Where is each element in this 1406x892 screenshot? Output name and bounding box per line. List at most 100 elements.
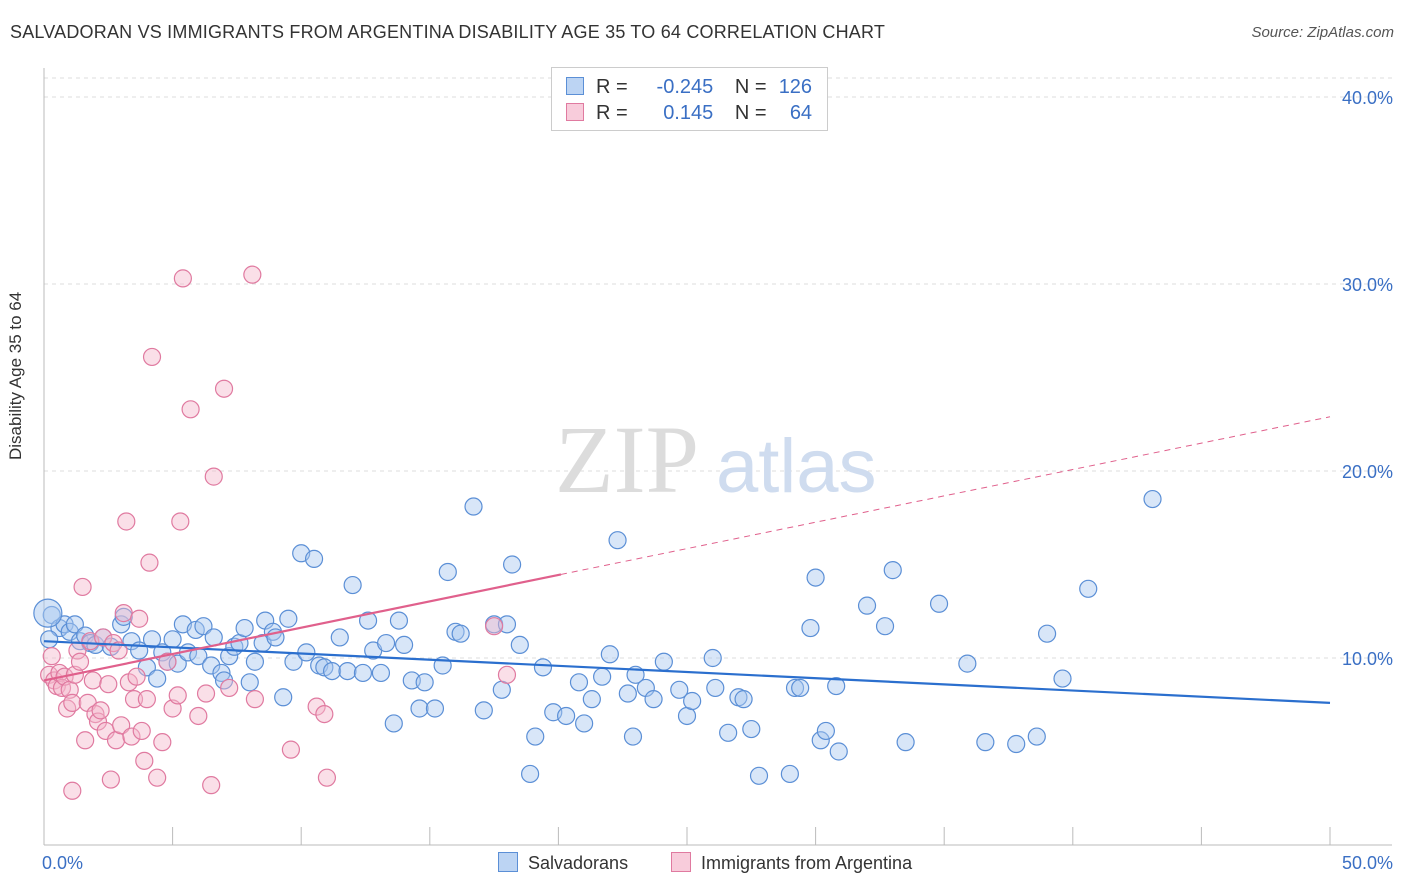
pts-blue-point-60 <box>394 635 414 655</box>
pts-pink-point-34 <box>127 667 146 686</box>
pts-pink-point-37 <box>135 751 154 770</box>
pts-pink-point-51 <box>202 776 221 795</box>
pts-blue-point-97 <box>706 678 725 698</box>
axes <box>43 68 1392 846</box>
pts-pink-point-27 <box>109 641 128 660</box>
pts-pink-point-58 <box>307 697 326 716</box>
pts-blue-point-123 <box>1079 579 1098 598</box>
pts-blue-point-86 <box>608 531 627 550</box>
tick-labels: 10.0% 20.0% 30.0% 40.0% 0.0% 50.0% <box>42 88 1393 873</box>
pts-blue-point-103 <box>780 764 799 784</box>
trend-lines <box>43 416 1331 704</box>
pts-blue-point-35 <box>240 673 259 692</box>
pts-blue-point-4 <box>65 615 84 634</box>
pts-blue-point-96 <box>703 648 722 668</box>
pts-blue-point-57 <box>376 633 396 653</box>
pts-blue-point-41 <box>274 688 293 707</box>
legend-r-label: R = <box>596 76 628 98</box>
pts-blue-point-56 <box>371 663 391 683</box>
pts-blue-point-66 <box>438 562 457 582</box>
pts-pink-point-47 <box>173 269 192 288</box>
pts-blue-point-82 <box>575 714 594 733</box>
bottom-swatch-pink <box>671 852 691 872</box>
pts-blue-point-63 <box>415 673 434 692</box>
watermark-zip: ZIP <box>555 406 699 513</box>
pts-pink-point-39 <box>140 553 159 572</box>
pts-blue-point-52 <box>343 575 362 595</box>
pts-pink-point-45 <box>168 686 187 705</box>
pts-blue-point-70 <box>474 701 493 720</box>
pts-pink-point-12 <box>70 652 90 671</box>
pts-blue-point-75 <box>510 635 529 655</box>
pts-blue-point-77 <box>526 727 545 746</box>
pts-pink-point-7 <box>58 699 77 718</box>
pts-pink-point-55 <box>245 690 265 709</box>
pts-blue-point-26 <box>194 617 213 636</box>
chart-title: SALVADORAN VS IMMIGRANTS FROM ARGENTINA … <box>10 22 886 42</box>
pts-pink-point-17 <box>83 671 102 690</box>
bottom-swatch-blue <box>498 852 518 872</box>
pts-blue-point-58 <box>384 714 403 733</box>
y-tick-label-3: 40.0% <box>1342 88 1393 108</box>
pts-blue-point-122 <box>1053 669 1072 688</box>
pts-blue-point-124 <box>1143 489 1162 509</box>
pts-blue-point-27 <box>202 656 221 675</box>
y-axis-label: Disability Age 35 to 64 <box>6 291 25 460</box>
pts-blue-point-87 <box>618 684 637 703</box>
pts-pink-point-42 <box>153 733 172 752</box>
bottom-legend-label: Immigrants from Argentina <box>701 853 913 873</box>
pts-pink-point-21 <box>94 628 113 647</box>
y-tick-label-1: 20.0% <box>1342 462 1393 482</box>
pts-blue-point-50 <box>330 628 349 647</box>
pts-pink-point-38 <box>137 690 156 709</box>
pts-blue-point-117 <box>958 654 977 673</box>
pts-pink-point-13 <box>73 577 92 597</box>
pts-blue-point-119 <box>1007 734 1026 754</box>
pts-blue-point-16 <box>142 630 162 649</box>
pts-blue-point-120 <box>1027 727 1046 746</box>
pts-blue-large-point <box>33 598 63 628</box>
pts-blue-point-83 <box>582 690 601 709</box>
pts-pink-point-9 <box>63 693 82 712</box>
pts-blue-point-46 <box>304 549 324 568</box>
argentina-points <box>40 265 517 800</box>
pts-pink-point-57 <box>281 740 301 759</box>
watermark-atlas: atlas <box>716 424 877 509</box>
legend-swatch-blue <box>566 77 584 95</box>
pts-pink-point-24 <box>101 770 120 789</box>
pts-pink-point-33 <box>124 690 144 709</box>
pts-blue-point-105 <box>791 678 810 698</box>
legend-r-label: R = <box>596 102 628 124</box>
legend-swatch-pink <box>566 103 584 121</box>
pts-blue-point-51 <box>338 661 357 681</box>
pts-blue-point-17 <box>148 669 167 688</box>
pts-pink-point-50 <box>196 684 216 703</box>
pts-blue-point-36 <box>245 652 265 671</box>
salvadoran-points <box>33 489 1162 785</box>
pts-blue-point-107 <box>806 568 825 587</box>
pts-pink-point-14 <box>76 731 95 750</box>
pts-blue-point-34 <box>235 618 254 638</box>
pts-pink-point-36 <box>132 721 151 741</box>
legend-r-value: -0.245 <box>656 76 714 98</box>
pts-pink-point-29 <box>114 604 133 623</box>
x-tick-label-0: 0.0% <box>42 853 83 873</box>
pts-blue-point-11 <box>112 615 131 634</box>
pts-blue-point-93 <box>670 680 689 699</box>
pts-blue-point-59 <box>389 611 409 630</box>
salvadoran-trend-line <box>43 640 1331 704</box>
pts-pink-point-61 <box>485 617 504 636</box>
bottom-legend-salvadorans: Salvadorans <box>498 852 628 874</box>
pts-pink-point-28 <box>112 716 131 735</box>
legend-n-value: 64 <box>789 102 813 124</box>
pts-blue-point-20 <box>163 630 182 649</box>
argentina-trend-line <box>43 573 562 682</box>
pts-blue-point-74 <box>503 555 522 574</box>
pts-blue-point-81 <box>569 673 589 692</box>
pts-blue-point-54 <box>358 611 378 630</box>
pts-blue-point-100 <box>734 690 753 709</box>
legend-r-value: 0.145 <box>663 102 714 124</box>
pts-pink-point-56 <box>243 265 262 284</box>
pts-blue-point-106 <box>801 618 820 638</box>
